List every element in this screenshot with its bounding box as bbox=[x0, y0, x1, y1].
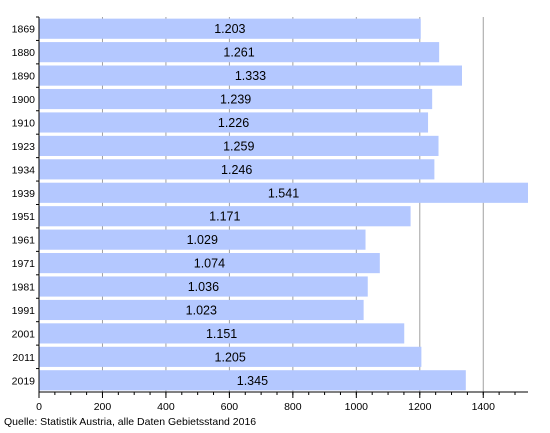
bar-1991 bbox=[39, 299, 364, 321]
bars: 1.203 1.261 1.333 1.239 1.226 1.259 1.246 1.541… bbox=[39, 18, 528, 391]
value-label-1991: 1.023 bbox=[186, 303, 217, 317]
bar-1869 bbox=[39, 18, 421, 39]
x-tick-label-1200: 1200 bbox=[408, 401, 432, 413]
bar-1961 bbox=[39, 229, 366, 250]
category-label-1981: 1981 bbox=[12, 282, 36, 294]
x-tick-label-600: 600 bbox=[221, 401, 239, 413]
bar-2001 bbox=[39, 323, 405, 344]
category-label-1939: 1939 bbox=[12, 188, 36, 200]
x-tick-label-1000: 1000 bbox=[345, 401, 369, 413]
category-label-1991: 1991 bbox=[12, 305, 36, 317]
bar-1923 bbox=[39, 135, 439, 156]
category-label-2001: 2001 bbox=[12, 328, 36, 340]
value-label-2001: 1.151 bbox=[206, 327, 237, 341]
category-label-1910: 1910 bbox=[12, 117, 36, 129]
category-label-2019: 2019 bbox=[12, 375, 36, 387]
value-label-1910: 1.226 bbox=[218, 116, 249, 130]
x-tick-label-400: 400 bbox=[157, 401, 175, 413]
bar-1900 bbox=[39, 88, 433, 110]
category-label-1951: 1951 bbox=[12, 211, 36, 223]
x-tick-label-0: 0 bbox=[36, 401, 42, 413]
bar-1939 bbox=[39, 182, 528, 203]
value-label-1869: 1.203 bbox=[214, 22, 245, 36]
value-label-1880: 1.261 bbox=[223, 46, 254, 60]
category-label-1900: 1900 bbox=[12, 94, 36, 106]
x-tick-label-800: 800 bbox=[284, 401, 302, 413]
category-label-2011: 2011 bbox=[12, 352, 35, 364]
category-label-1971: 1971 bbox=[12, 258, 36, 270]
bar-2019 bbox=[39, 370, 466, 391]
value-label-1934: 1.246 bbox=[221, 163, 252, 177]
category-label-1923: 1923 bbox=[12, 141, 36, 153]
category-label-1869: 1869 bbox=[12, 24, 36, 36]
value-label-1939: 1.541 bbox=[268, 186, 299, 200]
axes: 1869 1880 1890 1900 1910 1923 1934 1939 1951 1961… bbox=[12, 16, 528, 413]
x-tick-label-200: 200 bbox=[94, 401, 112, 413]
bar-2011 bbox=[39, 346, 422, 367]
value-label-1890: 1.333 bbox=[235, 69, 266, 83]
category-label-1890: 1890 bbox=[12, 71, 36, 83]
value-label-1951: 1.171 bbox=[209, 210, 240, 224]
value-label-1923: 1.259 bbox=[223, 139, 254, 153]
value-label-1971: 1.074 bbox=[194, 257, 225, 271]
value-label-1961: 1.029 bbox=[187, 233, 218, 247]
value-label-1900: 1.239 bbox=[220, 93, 251, 107]
category-label-1880: 1880 bbox=[12, 47, 36, 59]
bar-1981 bbox=[39, 276, 368, 297]
bar-1934 bbox=[39, 159, 435, 180]
x-tick-label-1400: 1400 bbox=[472, 401, 496, 413]
category-label-1934: 1934 bbox=[12, 164, 36, 176]
bar-1971 bbox=[39, 253, 380, 274]
value-label-2011: 1.205 bbox=[215, 350, 246, 364]
source-note: Quelle: Statistik Austria, alle Daten Ge… bbox=[4, 416, 257, 428]
bar-1880 bbox=[39, 42, 440, 63]
value-label-2019: 1.345 bbox=[237, 374, 268, 388]
value-label-1981: 1.036 bbox=[188, 280, 219, 294]
bar-1951 bbox=[39, 206, 411, 227]
bar-1890 bbox=[39, 65, 462, 86]
bar-1910 bbox=[39, 112, 429, 133]
category-label-1961: 1961 bbox=[12, 235, 36, 247]
